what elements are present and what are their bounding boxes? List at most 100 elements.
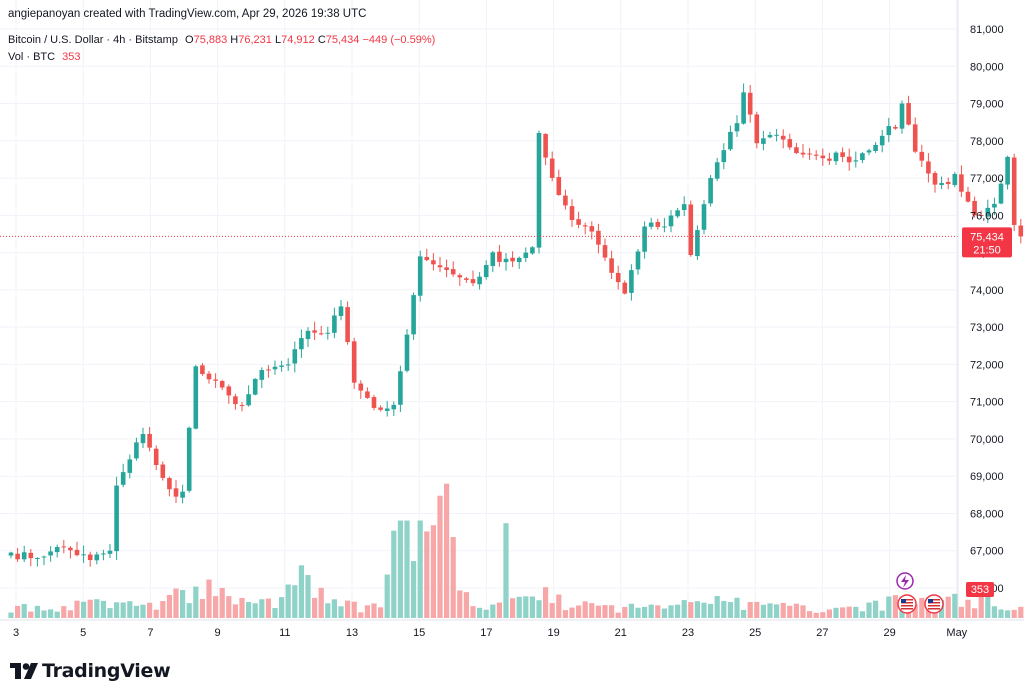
- flag-icon-canton: [901, 599, 906, 603]
- candle-body: [497, 251, 502, 262]
- candle-body: [648, 222, 654, 227]
- volume-bar: [48, 609, 54, 618]
- volume-bar: [747, 602, 753, 618]
- volume-bar: [94, 599, 100, 618]
- candle-body: [219, 380, 225, 388]
- candle-body: [503, 258, 509, 263]
- candle-body: [886, 126, 892, 136]
- x-tick-label: 3: [13, 627, 19, 639]
- candle-body: [767, 134, 773, 138]
- candle-body: [609, 258, 614, 273]
- candle-body: [879, 135, 885, 146]
- x-tick-label: 13: [346, 627, 358, 639]
- volume-bar: [34, 605, 40, 618]
- y-tick-label: 69,000: [970, 471, 1004, 483]
- flag-icon-ring: [897, 594, 917, 614]
- volume-bar: [602, 605, 608, 618]
- volume-bar: [741, 609, 747, 618]
- volume-bar: [8, 612, 14, 618]
- volume-bar: [813, 612, 819, 618]
- volume-bar: [21, 604, 27, 618]
- y-tick-label: 71,000: [970, 397, 1004, 409]
- volume-bar: [694, 601, 700, 618]
- candle-body: [800, 152, 806, 155]
- candle-body: [28, 552, 34, 559]
- volume-bar: [490, 604, 496, 618]
- volume-bar: [919, 597, 925, 618]
- y-tick-label: 76,000: [970, 210, 1004, 222]
- volume-bar: [668, 605, 674, 618]
- candle-body: [246, 394, 251, 406]
- created-by-caption: angiepanoyan created with TradingView.co…: [8, 8, 367, 20]
- candle-body: [926, 161, 931, 174]
- candle-body: [846, 156, 852, 163]
- low-value: 74,912: [281, 34, 315, 46]
- event-icons: [896, 572, 944, 614]
- volume-bar: [345, 600, 351, 618]
- candle-body: [840, 152, 845, 157]
- volume-bar: [767, 603, 773, 618]
- change-value: −449 (−0.59%): [362, 34, 436, 46]
- volume-label[interactable]: Vol · BTC: [8, 51, 56, 63]
- candle-body: [404, 334, 410, 371]
- candle-body: [556, 177, 562, 195]
- candle-body: [794, 147, 799, 154]
- candle-body: [213, 379, 218, 381]
- volume-bar: [549, 603, 555, 618]
- candle-body: [312, 330, 317, 333]
- candle-body: [833, 152, 839, 162]
- volume-bar: [186, 603, 192, 618]
- volume-bar: [219, 587, 225, 618]
- volume-bar: [298, 565, 304, 618]
- volume-bar: [833, 607, 839, 618]
- volume-bar: [391, 530, 397, 618]
- chart-area[interactable]: 81,00080,00079,00078,00077,00076,00075,0…: [0, 0, 1024, 650]
- x-tick-label: 23: [682, 627, 694, 639]
- volume-bar: [595, 605, 601, 618]
- candle-body: [21, 552, 27, 560]
- candle-body: [615, 272, 621, 283]
- candle-body: [332, 315, 337, 333]
- candle-body: [186, 427, 192, 491]
- candle-body: [589, 226, 595, 232]
- volume-bar: [41, 610, 47, 618]
- candles: [8, 83, 1024, 567]
- candle-body: [536, 132, 542, 248]
- candle-body: [272, 366, 278, 370]
- candle-body: [662, 226, 667, 228]
- volume-bar: [892, 595, 898, 618]
- candle-body: [490, 252, 496, 267]
- volume-bar: [147, 602, 153, 618]
- candle-body: [549, 158, 555, 178]
- lightning-icon-bolt: [901, 575, 909, 588]
- tradingview-logo[interactable]: TradingView: [10, 660, 171, 682]
- volume-bar: [562, 610, 568, 618]
- candle-body: [120, 472, 126, 485]
- us-flag-event-icon: [897, 594, 917, 614]
- candle-body: [642, 226, 647, 252]
- volume-bar: [305, 575, 311, 618]
- price-chart[interactable]: 81,00080,00079,00078,00077,00076,00075,0…: [0, 0, 1024, 650]
- x-tick-label: 25: [749, 627, 761, 639]
- candle-body: [563, 195, 568, 206]
- candle-body: [992, 203, 997, 208]
- candle-body: [965, 191, 971, 202]
- volume-bar: [364, 605, 370, 618]
- volume-bar: [180, 589, 186, 618]
- candle-body: [1005, 156, 1010, 185]
- candle-body: [701, 204, 707, 230]
- x-tick-label: 19: [547, 627, 559, 639]
- x-tick-label: 29: [883, 627, 895, 639]
- symbol-name[interactable]: Bitcoin / U.S. Dollar · 4h · Bitstamp: [8, 34, 178, 46]
- y-tick-label: 80,000: [970, 61, 1004, 73]
- flag-icon-stripe: [901, 599, 913, 601]
- volume-bar: [100, 600, 106, 618]
- candle-body: [417, 256, 423, 296]
- volume-bar: [239, 597, 245, 618]
- volume-bar: [483, 609, 489, 618]
- volume-bar: [206, 579, 212, 618]
- footer: TradingView: [0, 650, 1024, 699]
- y-tick-label: 78,000: [970, 136, 1004, 148]
- volume-bar: [404, 520, 410, 618]
